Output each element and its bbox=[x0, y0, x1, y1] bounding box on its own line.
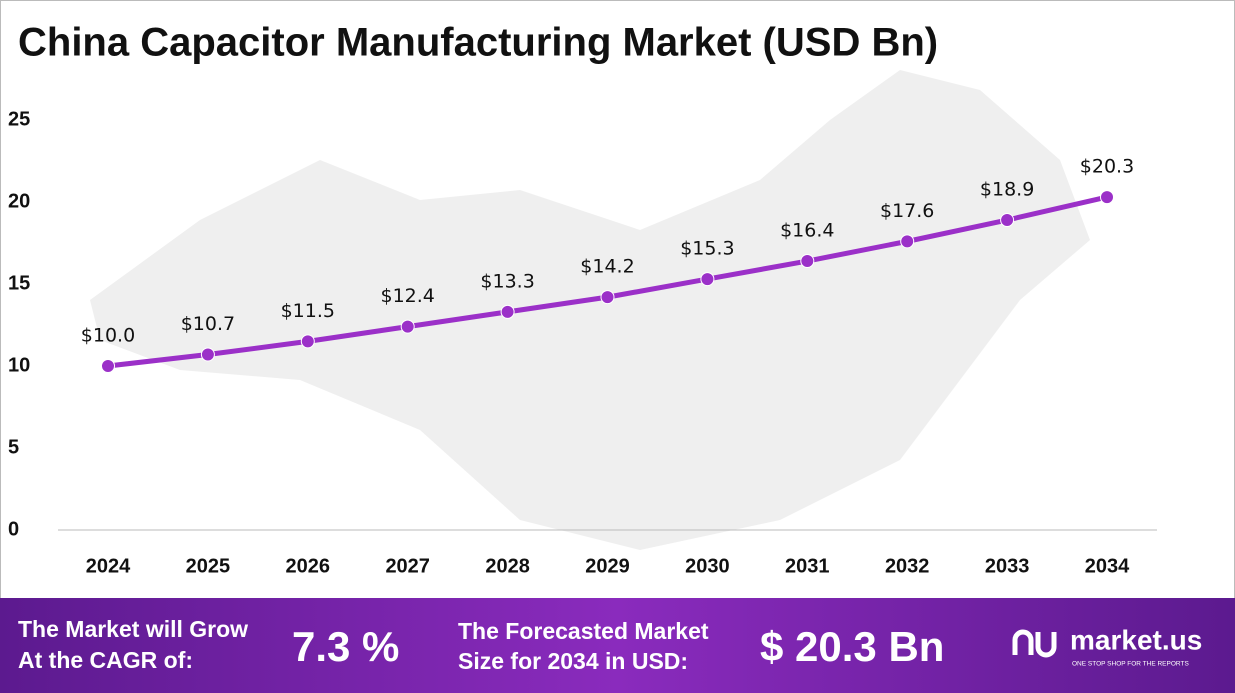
forecast-text: Size for 2034 in USD: bbox=[458, 648, 688, 674]
x-tick-label: 2032 bbox=[885, 555, 930, 577]
value-label: $16.4 bbox=[780, 220, 834, 242]
value-label: $11.5 bbox=[281, 300, 335, 322]
value-label: $12.4 bbox=[380, 285, 434, 307]
value-label: $15.3 bbox=[680, 238, 734, 260]
value-label: $10.0 bbox=[81, 325, 135, 347]
chart-title: China Capacitor Manufacturing Market (US… bbox=[18, 21, 938, 65]
marker bbox=[500, 304, 515, 319]
footer-band bbox=[0, 598, 1235, 693]
marker bbox=[101, 359, 115, 373]
cagr-text: The Market will Grow bbox=[18, 616, 248, 642]
marker bbox=[700, 272, 715, 287]
x-tick-label: 2031 bbox=[785, 555, 830, 577]
value-label: $17.6 bbox=[880, 200, 934, 222]
y-tick-label: 20 bbox=[8, 190, 30, 212]
x-tick-label: 2033 bbox=[985, 555, 1030, 577]
y-tick-label: 10 bbox=[8, 354, 30, 376]
value-label: $20.3 bbox=[1080, 156, 1134, 178]
value-label: $18.9 bbox=[980, 179, 1034, 201]
y-tick-label: 15 bbox=[8, 272, 30, 294]
x-tick-label: 2034 bbox=[1085, 555, 1130, 577]
marker bbox=[300, 334, 315, 349]
brand-logo bbox=[1012, 629, 1057, 658]
tagline: ONE STOP SHOP FOR THE REPORTS bbox=[1072, 661, 1189, 668]
marker bbox=[900, 234, 915, 249]
brand: market.us bbox=[1070, 624, 1202, 655]
marker bbox=[600, 290, 615, 305]
x-tick-label: 2025 bbox=[186, 555, 231, 577]
value-label: $13.3 bbox=[480, 270, 534, 292]
value-label: $14.2 bbox=[580, 256, 634, 278]
marker bbox=[800, 254, 815, 269]
marker bbox=[400, 319, 415, 334]
cagr-text: At the CAGR of: bbox=[18, 647, 193, 673]
x-tick-label: 2027 bbox=[385, 555, 430, 577]
forecast-text: The Forecasted Market bbox=[458, 618, 709, 644]
marker bbox=[1100, 190, 1114, 205]
x-tick-label: 2029 bbox=[585, 555, 630, 577]
y-tick-label: 0 bbox=[8, 518, 19, 540]
marker bbox=[1000, 213, 1015, 228]
x-tick-label: 2026 bbox=[286, 555, 331, 577]
cagr-value: 7.3 % bbox=[292, 623, 399, 670]
x-tick-label: 2024 bbox=[86, 555, 131, 577]
marker bbox=[200, 347, 215, 362]
x-tick-label: 2030 bbox=[685, 555, 730, 577]
forecast-value: $ 20.3 Bn bbox=[760, 623, 944, 670]
y-tick-label: 25 bbox=[8, 108, 30, 130]
y-tick-label: 5 bbox=[8, 436, 19, 458]
map-background bbox=[90, 70, 1090, 550]
x-tick-label: 2028 bbox=[485, 555, 530, 577]
value-label: $10.7 bbox=[181, 313, 235, 335]
